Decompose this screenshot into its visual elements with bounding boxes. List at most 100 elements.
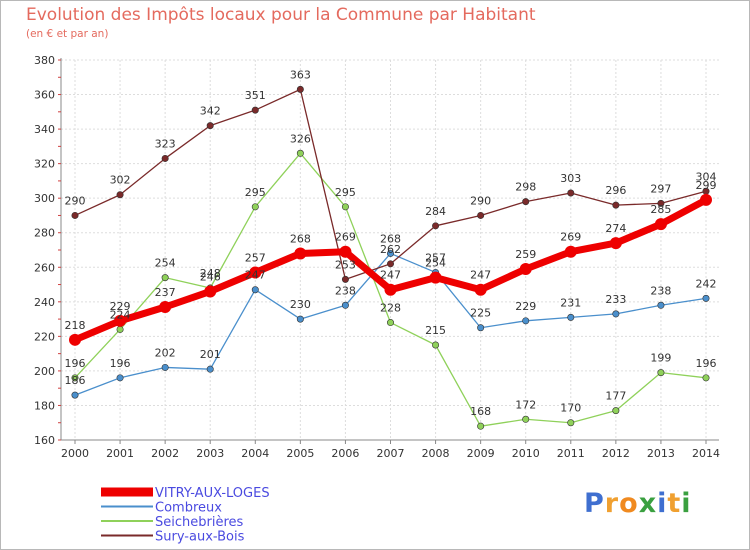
x-tick-label: 2003 [196, 447, 224, 460]
data-point [71, 211, 79, 219]
data-label: 215 [425, 324, 446, 337]
data-label: 257 [245, 251, 266, 264]
data-point [206, 122, 214, 130]
data-point [609, 237, 622, 250]
data-label: 186 [65, 374, 86, 387]
data-label: 237 [155, 286, 176, 299]
data-point [294, 247, 307, 260]
data-point [432, 341, 440, 349]
data-label: 295 [335, 186, 356, 199]
data-label: 238 [650, 284, 671, 297]
x-tick-label: 2005 [286, 447, 314, 460]
legend-label: VITRY-AUX-LOGES [155, 486, 270, 501]
y-tick-label: 340 [34, 123, 55, 136]
proxiti-logo: Proxiti [584, 488, 692, 519]
data-point [700, 193, 712, 206]
data-point [654, 218, 667, 231]
y-tick-label: 360 [34, 89, 55, 102]
data-label: 228 [380, 302, 401, 315]
data-point [564, 245, 577, 258]
data-label: 196 [65, 357, 86, 370]
data-label: 262 [380, 243, 401, 256]
data-point [567, 189, 575, 197]
x-tick-label: 2010 [512, 447, 540, 460]
chart-subtitle: (en € et par an) [26, 28, 109, 40]
data-label: 196 [696, 357, 717, 370]
data-labels: 218 229 237 246 257 268 269 247 254 247 259 269 274 2… [65, 68, 717, 418]
y-tick-label: 240 [34, 296, 55, 309]
data-point [159, 301, 172, 313]
data-label: 253 [335, 258, 356, 271]
y-tick-label: 160 [34, 434, 55, 447]
data-point [474, 283, 487, 296]
data-point [612, 201, 620, 209]
data-label: 201 [200, 348, 221, 361]
data-label: 225 [470, 307, 491, 320]
logo-letter: x [638, 488, 658, 519]
data-point [657, 301, 665, 309]
y-tick-label: 380 [34, 54, 55, 67]
data-label: 229 [110, 300, 131, 313]
y-tick-label: 280 [34, 227, 55, 240]
data-point [567, 419, 575, 427]
data-label: 254 [155, 257, 176, 270]
data-point [702, 294, 710, 302]
data-point [657, 199, 665, 207]
data-point [116, 325, 124, 333]
data-label: 290 [470, 194, 491, 207]
data-point [522, 198, 530, 206]
y-tick-label: 300 [34, 192, 55, 205]
data-point [161, 154, 169, 162]
data-label: 242 [696, 277, 717, 290]
logo-letter: o [619, 488, 639, 519]
y-tick-label: 200 [34, 365, 55, 378]
data-point [206, 365, 214, 373]
data-label: 196 [110, 357, 131, 370]
data-label: 326 [290, 132, 311, 145]
data-point [432, 222, 440, 230]
data-label: 177 [605, 390, 626, 403]
data-point [657, 369, 665, 377]
data-label: 268 [290, 232, 311, 245]
data-label: 269 [560, 231, 581, 244]
x-tick-label: 2011 [557, 447, 585, 460]
data-point [296, 85, 304, 93]
x-tick-label: 2000 [61, 447, 89, 460]
y-tick-label: 320 [34, 158, 55, 171]
logo-letter: t [667, 488, 682, 519]
data-label: 247 [380, 269, 401, 282]
data-point [384, 283, 397, 296]
x-tick-label: 2006 [331, 447, 359, 460]
data-point [69, 333, 81, 346]
data-label: 298 [515, 181, 536, 194]
data-label: 363 [290, 68, 311, 81]
data-point [341, 203, 349, 211]
legend-label: Seichebrières [155, 515, 244, 530]
data-point [249, 266, 262, 279]
data-point [477, 211, 485, 219]
data-point [519, 263, 532, 275]
data-point [477, 324, 485, 332]
x-tick-label: 2013 [647, 447, 675, 460]
data-label: 238 [335, 284, 356, 297]
data-label: 170 [560, 402, 581, 415]
data-label: 254 [425, 257, 446, 270]
data-label: 202 [155, 346, 176, 359]
data-label: 231 [560, 296, 581, 309]
data-label: 247 [245, 269, 266, 282]
x-tick-label: 2001 [106, 447, 134, 460]
data-point [612, 310, 620, 318]
data-point [477, 422, 485, 430]
y-tick-label: 180 [34, 399, 55, 412]
data-label: 248 [200, 267, 221, 280]
data-point [161, 363, 169, 371]
data-point [429, 271, 442, 284]
data-label: 296 [605, 184, 626, 197]
data-label: 168 [470, 405, 491, 418]
data-point [71, 391, 79, 399]
data-label: 290 [65, 194, 86, 207]
data-label: 268 [380, 232, 401, 245]
legend-label: Sury-aux-Bois [155, 530, 245, 545]
x-tick-label: 2007 [377, 447, 405, 460]
